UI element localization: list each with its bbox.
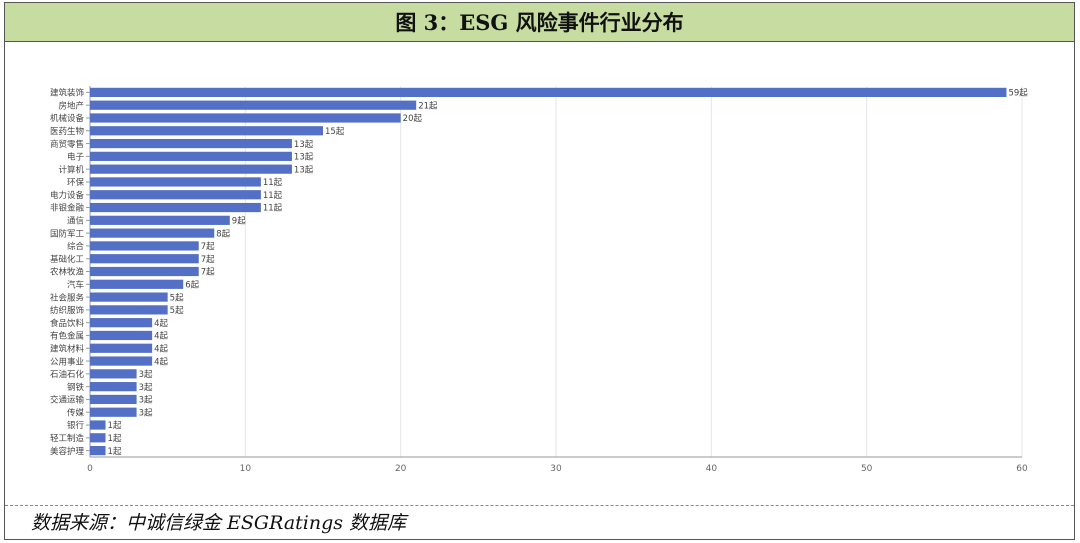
bar — [90, 420, 106, 430]
figure-frame: 图 3：ESG 风险事件行业分布 0 10 20 30 40 50 60 建筑装饰 59起房地产… — [4, 2, 1075, 540]
value-label: 3起 — [139, 370, 153, 380]
x-tick-label: 10 — [240, 464, 252, 474]
value-label: 7起 — [201, 242, 215, 252]
value-label: 11起 — [263, 191, 283, 201]
source-note: 数据来源：中诚信绿金 ESGRatings 数据库 — [5, 505, 1074, 540]
value-label: 4起 — [154, 319, 168, 329]
bar — [90, 190, 261, 200]
bar — [90, 126, 323, 136]
category-label: 石油石化 — [50, 369, 85, 380]
x-tick-label: 60 — [1016, 464, 1028, 474]
value-label: 15起 — [325, 127, 345, 137]
bar — [90, 356, 153, 366]
category-label: 银行 — [67, 420, 85, 431]
bar — [90, 87, 1007, 98]
bar — [90, 228, 215, 238]
category-label: 公用事业 — [50, 356, 84, 367]
category-label: 电子 — [67, 152, 85, 163]
chart-area: 0 10 20 30 40 50 60 建筑装饰 59起房地产 21起机械设备 20起医药生物 15起… — [5, 42, 1076, 502]
bar — [90, 254, 199, 264]
bar — [90, 343, 153, 353]
x-tick-label: 50 — [861, 464, 873, 474]
value-label: 13起 — [294, 165, 314, 175]
value-label: 1起 — [108, 421, 122, 431]
value-label: 13起 — [294, 153, 314, 163]
bar — [90, 151, 292, 161]
category-label: 商贸零售 — [50, 139, 84, 150]
x-tick-label: 40 — [706, 464, 718, 474]
category-label: 纺织服饰 — [50, 305, 85, 316]
category-label: 轻工制造 — [50, 433, 85, 444]
value-label: 3起 — [139, 396, 153, 406]
bar — [90, 433, 106, 443]
bar — [90, 369, 137, 379]
x-tick-label: 20 — [395, 464, 407, 474]
x-tick-label: 30 — [550, 464, 562, 474]
value-label: 6起 — [185, 280, 199, 290]
bar — [90, 407, 137, 417]
bar — [90, 113, 401, 123]
bar — [90, 100, 417, 110]
value-label: 4起 — [154, 344, 168, 354]
category-label: 房地产 — [58, 100, 84, 111]
value-label: 7起 — [201, 255, 215, 265]
category-label: 综合 — [67, 241, 85, 252]
category-label: 农林牧渔 — [50, 267, 85, 278]
bar — [90, 305, 168, 315]
bar — [90, 164, 292, 174]
category-label: 医药生物 — [50, 126, 85, 137]
bar — [90, 215, 230, 225]
category-label: 环保 — [67, 177, 85, 188]
category-label: 电力设备 — [50, 190, 85, 201]
value-label: 4起 — [154, 357, 168, 367]
value-label: 5起 — [170, 293, 184, 303]
category-label: 美容护理 — [50, 446, 85, 457]
x-tick-label: 0 — [87, 464, 93, 474]
value-label: 1起 — [108, 447, 122, 457]
value-label: 4起 — [154, 332, 168, 342]
value-label: 1起 — [108, 434, 122, 444]
bar — [90, 445, 106, 456]
category-label: 食品饮料 — [50, 318, 85, 329]
category-label: 建筑装饰 — [50, 88, 85, 99]
category-label: 钢铁 — [67, 382, 85, 393]
category-label: 社会服务 — [50, 292, 85, 303]
bar — [90, 138, 292, 149]
value-label: 13起 — [294, 140, 314, 150]
value-label: 3起 — [139, 408, 153, 418]
category-label: 计算机 — [58, 164, 84, 175]
category-label: 交通运输 — [50, 395, 85, 406]
category-label: 有色金属 — [50, 331, 84, 342]
bar — [90, 202, 261, 213]
bar — [90, 279, 184, 289]
figure-title: 图 3：ESG 风险事件行业分布 — [5, 3, 1074, 42]
value-label: 59起 — [1008, 89, 1028, 99]
bar — [90, 318, 153, 328]
category-label: 非银金融 — [50, 203, 85, 214]
bar — [90, 330, 153, 341]
category-label: 通信 — [67, 216, 85, 227]
value-label: 21起 — [418, 101, 438, 111]
value-label: 11起 — [263, 204, 283, 214]
value-label: 20起 — [403, 114, 423, 124]
value-label: 7起 — [201, 268, 215, 278]
category-label: 机械设备 — [50, 113, 85, 124]
category-label: 汽车 — [67, 279, 84, 290]
bar — [90, 266, 199, 277]
value-label: 8起 — [216, 229, 230, 239]
value-label: 3起 — [139, 383, 153, 393]
value-label: 11起 — [263, 178, 283, 188]
value-label: 9起 — [232, 217, 246, 227]
category-label: 建筑材料 — [50, 343, 85, 354]
value-label: 5起 — [170, 306, 184, 316]
category-label: 国防军工 — [50, 228, 85, 239]
bar — [90, 177, 261, 187]
category-label: 传媒 — [67, 407, 85, 418]
bar — [90, 292, 168, 302]
bar — [90, 382, 137, 392]
category-label: 基础化工 — [50, 254, 85, 265]
bar — [90, 394, 137, 405]
bar — [90, 241, 199, 251]
